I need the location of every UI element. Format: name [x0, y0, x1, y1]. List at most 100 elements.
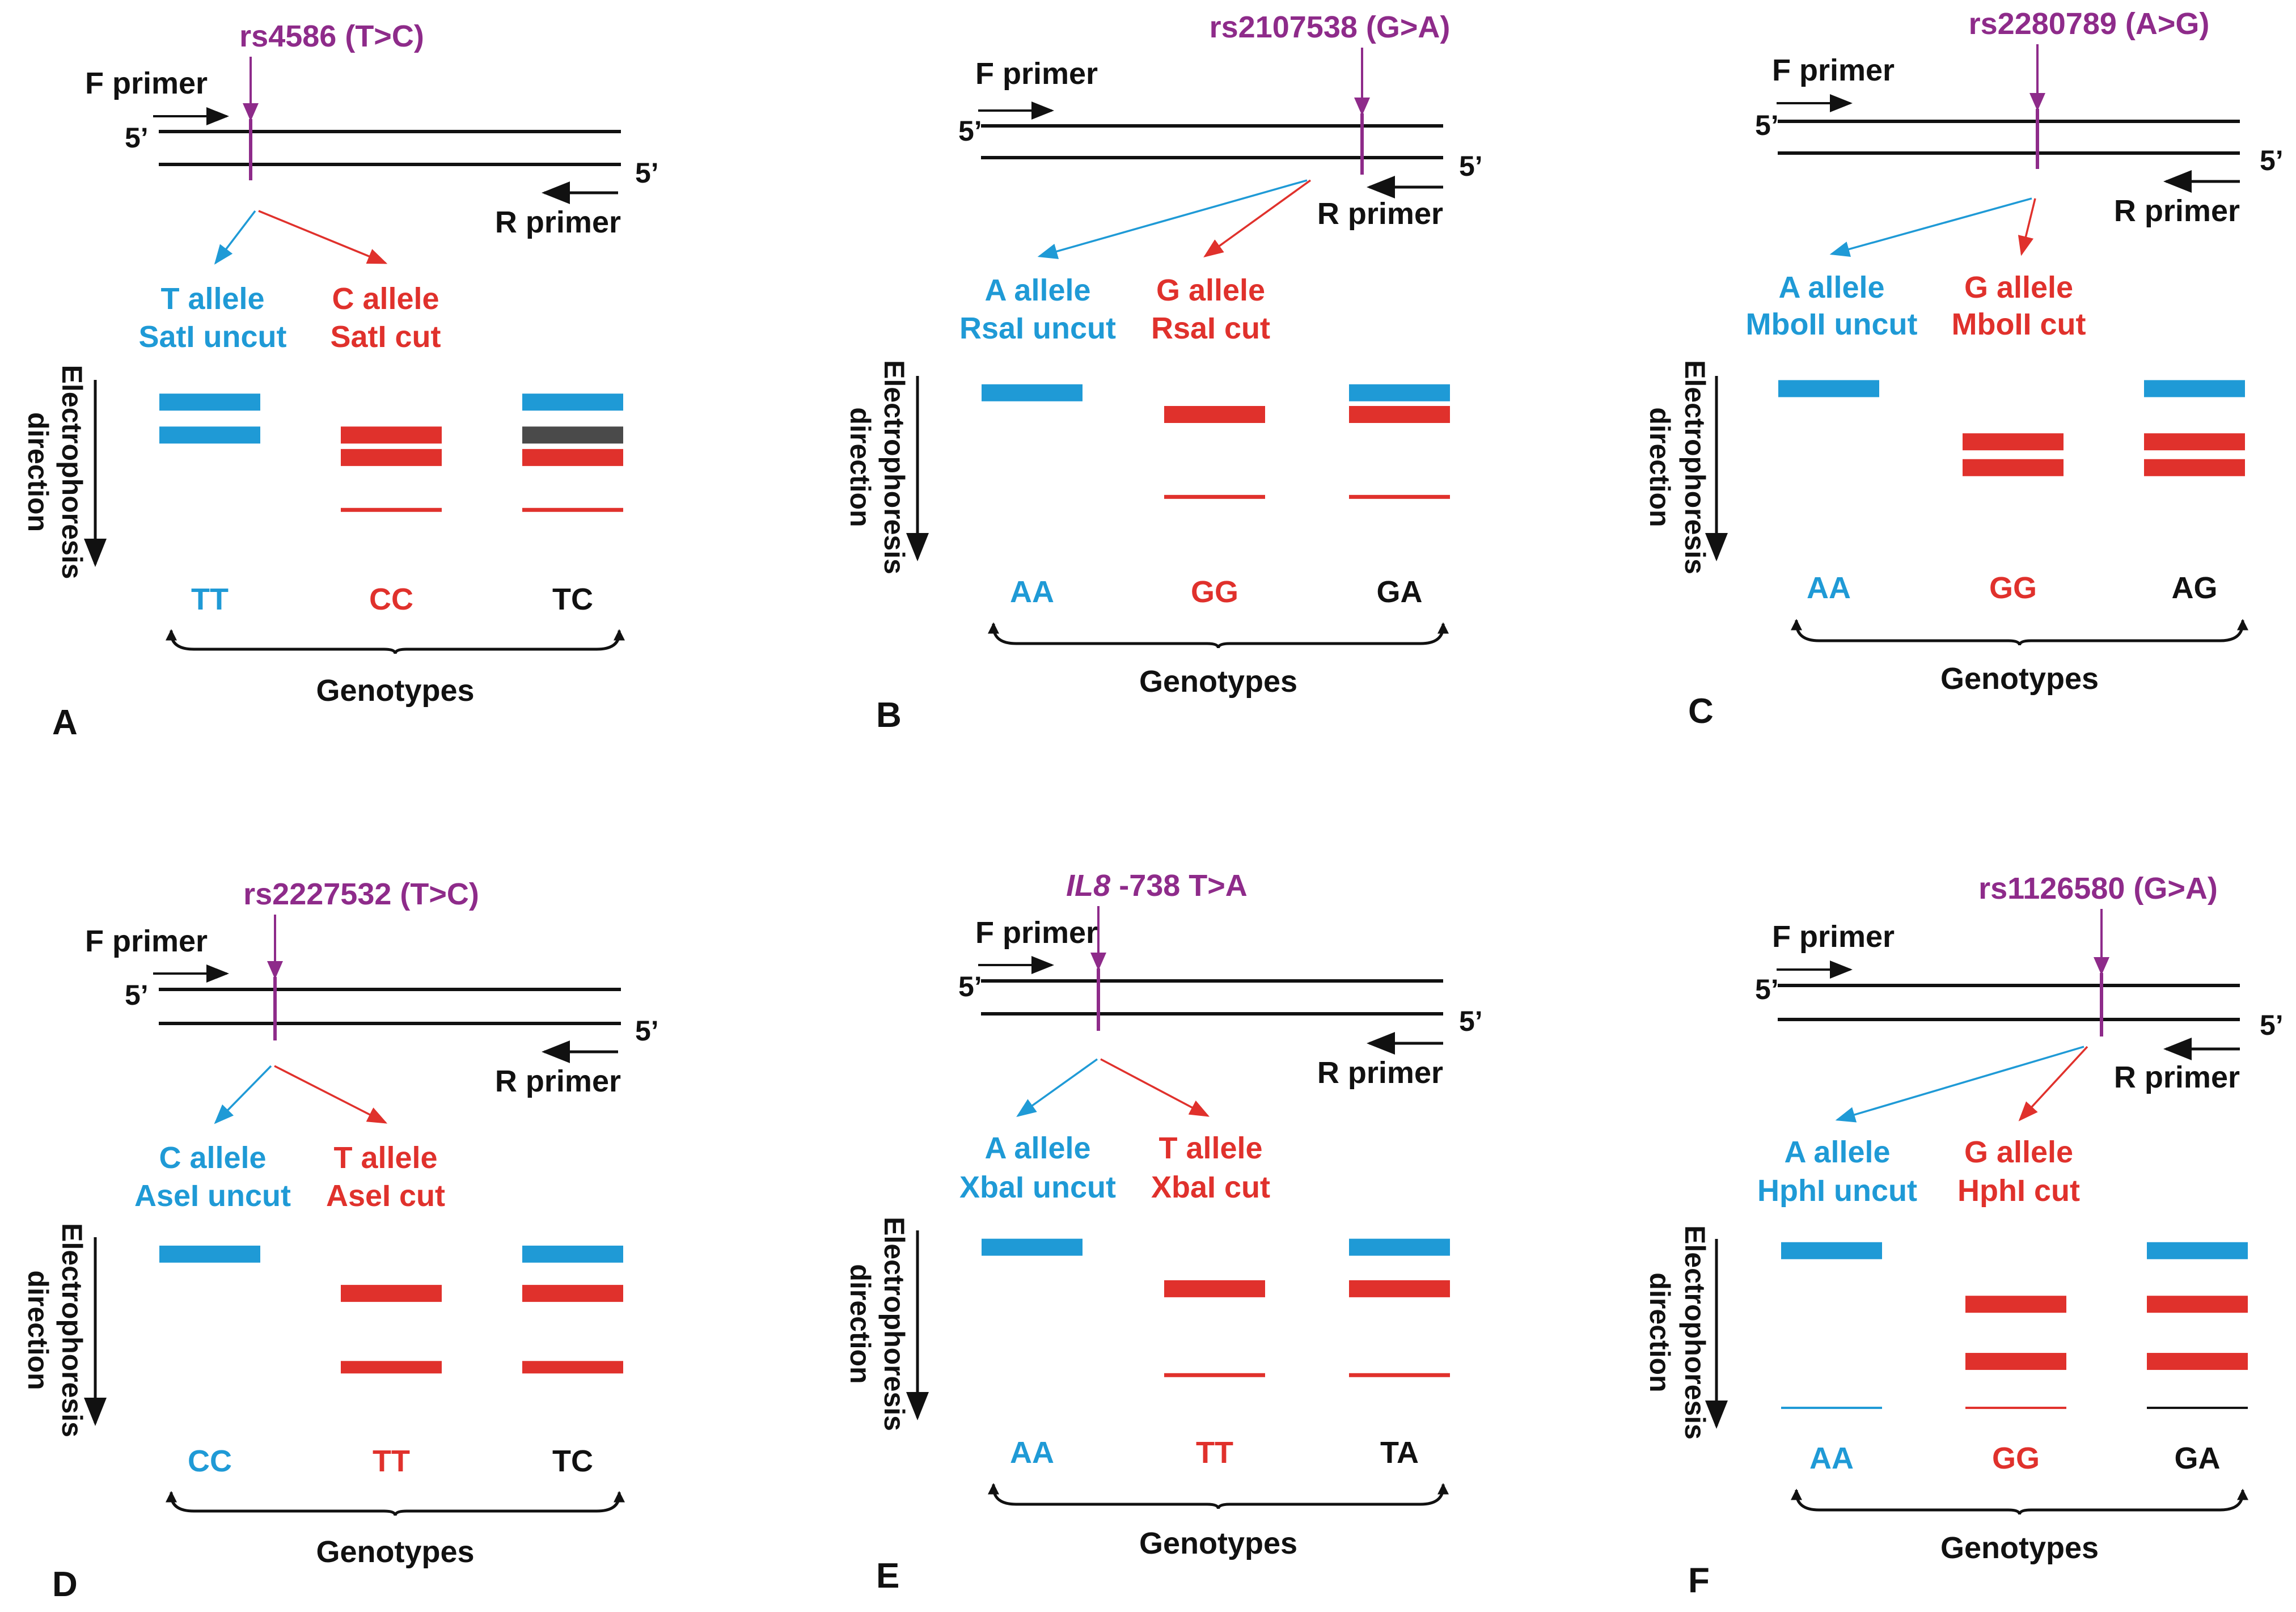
five-prime-bottom: 5’ [1459, 150, 1483, 182]
band-lane3-2 [2144, 433, 2245, 451]
allele1-name: C allele [159, 1141, 266, 1175]
genotypes-label: Genotypes [316, 674, 474, 708]
snp-label: rs2107538 (G>A) [1210, 10, 1451, 44]
snp-gene-name: IL8 [1066, 869, 1110, 903]
genotype-aa: AA [1809, 1441, 1854, 1475]
f-primer-label: F primer [1772, 920, 1895, 954]
genotypes-brace [170, 1494, 621, 1516]
snp-label: rs1126580 (G>A) [1978, 871, 2218, 906]
allele1-name: A allele [1784, 1135, 1890, 1169]
band-lane3-3 [1349, 494, 1450, 499]
five-prime-bottom: 5’ [635, 157, 659, 189]
genotypes-brace [1795, 1492, 2244, 1515]
panel-b: rs2107538 (G>A) F primer 5’ 5’ R primer A all… [844, 10, 1483, 735]
allele2-name: G allele [1964, 270, 2073, 304]
f-primer-label: F primer [975, 916, 1098, 950]
genotypes-brace [992, 1486, 1445, 1509]
genotype-tc: TC [552, 582, 593, 616]
direction-label: direction [22, 412, 54, 532]
allele1-arrow [1016, 1058, 1098, 1118]
band-lane2-1 [341, 426, 442, 444]
allele1-name: A allele [1778, 270, 1884, 304]
allele2-arrow [274, 1065, 388, 1124]
band-lane2-1 [1965, 1296, 2066, 1313]
direction-label: direction [1644, 407, 1676, 527]
band-lane1-2 [159, 426, 260, 444]
band-lane2-3 [1965, 1406, 2066, 1409]
genotype-ta: TA [1380, 1436, 1419, 1470]
allele1-arrow [1829, 197, 2032, 257]
panel-a: rs4586 (T>C) F primer 5’ 5’ R primer T allele… [22, 19, 659, 742]
allele2-name: C allele [332, 282, 439, 316]
five-prime-top: 5’ [958, 971, 982, 1002]
band-lane3-1 [2144, 380, 2245, 397]
allele1-arrow [214, 210, 256, 265]
band-lane2-1 [341, 1285, 442, 1302]
band-lane2-2 [341, 1361, 442, 1374]
panel-letter: D [52, 1565, 78, 1604]
band-lane3-3 [1349, 1373, 1450, 1377]
allele1-enzyme: RsaI uncut [959, 311, 1116, 345]
snp-label: IL8 -738 T>A [1066, 869, 1248, 903]
allele2-arrow [2018, 198, 2036, 256]
r-primer-label: R primer [495, 205, 621, 239]
electrophoresis-label: Electrophoresis [878, 1217, 910, 1431]
allele2-arrow [258, 210, 388, 264]
direction-label: direction [1644, 1272, 1676, 1392]
band-lane2-3 [341, 507, 442, 512]
allele1-name: A allele [984, 273, 1090, 307]
direction-label: direction [22, 1270, 54, 1390]
genotype-aa: AA [1010, 575, 1054, 609]
five-prime-top: 5’ [125, 122, 149, 154]
genotypes-brace [1795, 622, 2244, 646]
allele2-arrow [2018, 1046, 2088, 1122]
genotype-cc: CC [369, 582, 413, 616]
snp-label: rs4586 (T>C) [239, 19, 424, 53]
genotypes-label: Genotypes [1139, 665, 1297, 699]
snp-label: rs2227532 (T>C) [243, 877, 479, 911]
f-primer-label: F primer [1772, 53, 1895, 87]
electrophoresis-label: Electrophoresis [56, 1223, 88, 1437]
r-primer-label: R primer [1317, 197, 1443, 231]
allele2-enzyme: SatI cut [330, 320, 441, 354]
genotype-gg: GG [1989, 571, 2037, 605]
allele1-enzyme: HphI uncut [1757, 1174, 1917, 1208]
genotypes-brace [170, 632, 621, 654]
band-lane3-1 [1349, 1238, 1450, 1256]
allele2-enzyme: AseI cut [326, 1179, 445, 1213]
band-lane2-2 [1164, 494, 1265, 499]
panel-d: rs2227532 (T>C) F primer 5’ 5’ R primer C all… [22, 877, 659, 1604]
allele2-enzyme: MboII cut [1952, 307, 2086, 341]
band-lane1-2 [1781, 1406, 1882, 1409]
band-lane2-1 [1164, 406, 1265, 423]
band-lane1-1 [1778, 380, 1879, 397]
r-primer-label: R primer [2114, 1060, 2240, 1094]
genotype-aa: AA [1807, 571, 1851, 605]
allele2-enzyme: HphI cut [1957, 1174, 2080, 1208]
panel-letter: B [876, 696, 902, 735]
allele1-arrow [214, 1065, 272, 1124]
band-lane3-3 [2147, 1353, 2248, 1370]
band-lane3-2 [2147, 1296, 2248, 1313]
allele1-enzyme: MboII uncut [1746, 307, 1918, 341]
snp-variant: -738 T>A [1110, 869, 1248, 903]
electrophoresis-label: Electrophoresis [1679, 1225, 1711, 1440]
panel-e: IL8 -738 T>A F primer 5’ 5’ R primer A allele… [844, 869, 1483, 1596]
five-prime-top: 5’ [1755, 109, 1779, 141]
genotype-cc: CC [188, 1444, 232, 1478]
allele2-arrow [1100, 1058, 1210, 1117]
band-lane3-3 [2144, 459, 2245, 476]
panel-letter: C [1688, 692, 1714, 731]
genotype-ga: GA [1377, 575, 1423, 609]
genotypes-label: Genotypes [316, 1535, 474, 1569]
band-lane3-3 [522, 1361, 623, 1374]
r-primer-label: R primer [495, 1064, 621, 1098]
panel-f: rs1126580 (G>A) F primer 5’ 5’ R primer A all… [1644, 871, 2284, 1600]
genotype-aa: AA [1010, 1436, 1054, 1470]
allele1-name: T allele [160, 282, 264, 316]
band-lane3-1 [522, 1245, 623, 1263]
band-lane3-2 [522, 426, 623, 444]
allele2-name: G allele [1964, 1135, 2073, 1169]
allele1-enzyme: AseI uncut [134, 1179, 291, 1213]
electrophoresis-label: Electrophoresis [878, 360, 910, 574]
